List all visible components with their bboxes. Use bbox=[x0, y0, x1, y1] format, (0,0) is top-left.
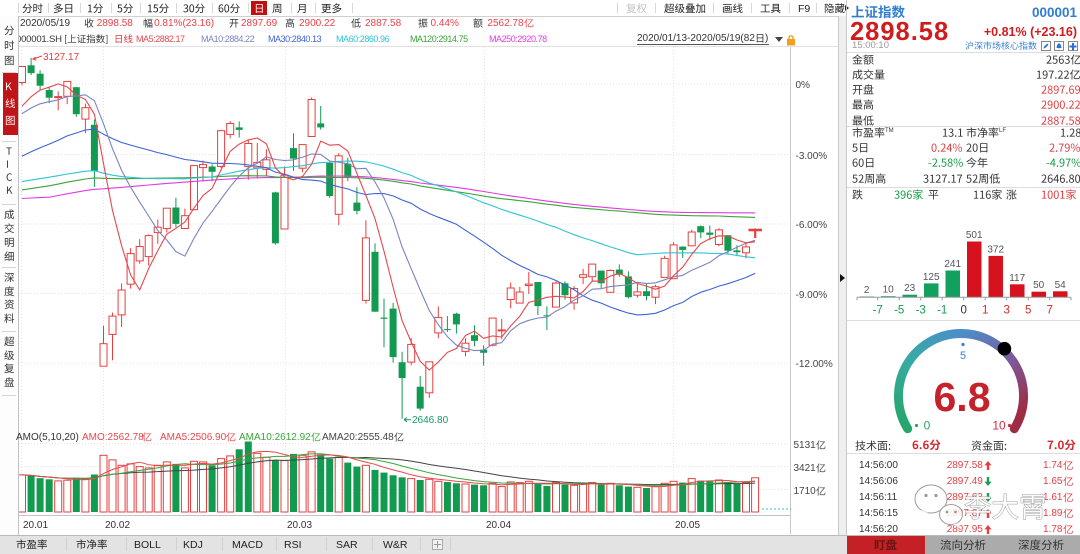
svg-text:1: 1 bbox=[982, 304, 988, 316]
svg-text:125: 125 bbox=[923, 272, 940, 283]
svg-text:10: 10 bbox=[992, 419, 1006, 433]
svg-text:54: 54 bbox=[1055, 280, 1067, 291]
svg-text:501: 501 bbox=[966, 230, 983, 241]
svg-text:372: 372 bbox=[987, 244, 1004, 255]
svg-text:0: 0 bbox=[924, 419, 931, 433]
svg-text:117: 117 bbox=[1009, 273, 1025, 284]
svg-text:0: 0 bbox=[960, 304, 966, 316]
svg-text:5: 5 bbox=[1025, 304, 1031, 316]
svg-text:6.8: 6.8 bbox=[934, 374, 991, 420]
svg-text:7: 7 bbox=[1046, 304, 1052, 316]
svg-text:241: 241 bbox=[944, 259, 961, 270]
svg-text:-7: -7 bbox=[873, 304, 883, 316]
svg-text:50: 50 bbox=[1033, 280, 1045, 291]
svg-text:2: 2 bbox=[864, 285, 870, 296]
svg-text:-5: -5 bbox=[894, 304, 904, 316]
svg-text:10: 10 bbox=[883, 285, 895, 296]
svg-text:-1: -1 bbox=[937, 304, 947, 316]
svg-text:3: 3 bbox=[1003, 304, 1009, 316]
svg-text:5: 5 bbox=[960, 350, 966, 362]
svg-text:-3: -3 bbox=[916, 304, 926, 316]
svg-text:23: 23 bbox=[904, 283, 916, 294]
